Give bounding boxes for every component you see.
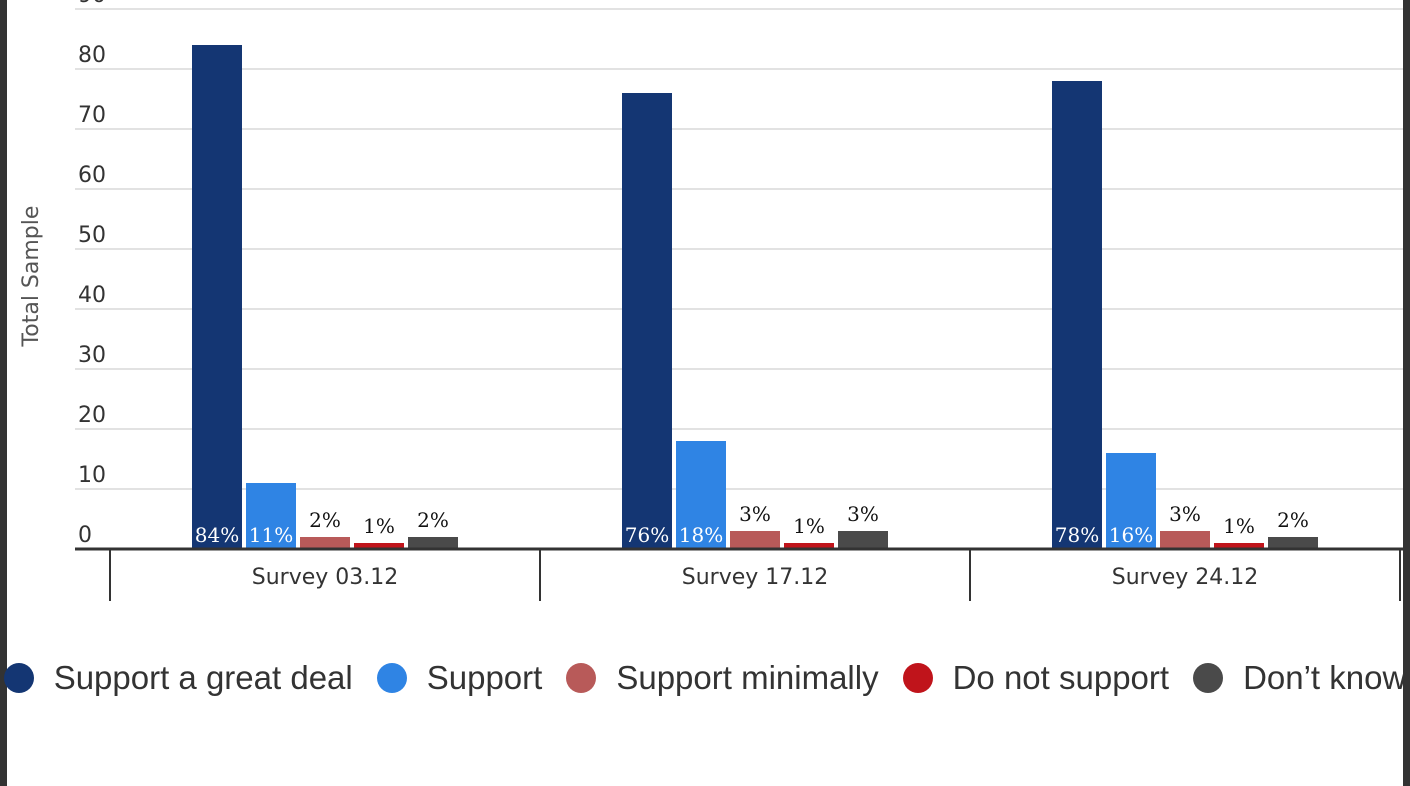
frame-edge-left (0, 0, 7, 786)
data-label: 1% (363, 514, 395, 538)
data-label: 2% (309, 508, 341, 532)
data-label: 2% (417, 508, 449, 532)
y-tick-label: 20 (78, 403, 106, 428)
y-tick-label: 0 (78, 523, 92, 548)
bar (1106, 453, 1156, 549)
y-tick-label: 70 (78, 103, 106, 128)
data-label: 1% (1223, 514, 1255, 538)
legend-swatch-icon (566, 663, 597, 693)
bar (730, 531, 780, 549)
y-tick-label: 30 (78, 343, 106, 368)
bar (300, 537, 350, 549)
bars (192, 45, 1318, 549)
data-label: 3% (1169, 502, 1201, 526)
bar (192, 45, 242, 549)
bar (838, 531, 888, 549)
bar (622, 93, 672, 549)
legend-item[interactable]: Don’t know (1193, 648, 1406, 708)
data-label: 3% (739, 502, 771, 526)
x-tick-label: Survey 03.12 (252, 565, 399, 590)
legend-label: Don’t know (1243, 659, 1407, 696)
legend-label: Support (426, 659, 543, 696)
bar (676, 441, 726, 549)
y-tick-label: 50 (78, 223, 106, 248)
bar (246, 483, 296, 549)
data-label: 1% (793, 514, 825, 538)
legend-item[interactable]: Support a great deal (3, 648, 353, 708)
data-label: 78% (1055, 523, 1099, 547)
grid-lines (75, 8, 1403, 490)
bar (784, 543, 834, 549)
frame-edge-right (1403, 0, 1410, 786)
legend-swatch-icon (1193, 663, 1224, 693)
y-tick-label: 60 (78, 163, 106, 188)
bar-chart: Total Sample 0 10 20 30 40 50 60 70 80 90 84% 11% 2… (19, 0, 1403, 601)
bar (1268, 537, 1318, 549)
legend-item[interactable]: Support (376, 648, 543, 708)
bar (1160, 531, 1210, 549)
data-label: 16% (1109, 523, 1153, 547)
legend-swatch-icon (3, 663, 34, 693)
data-label: 3% (847, 502, 879, 526)
legend-label: Do not support (952, 659, 1170, 696)
y-tick-label: 40 (78, 283, 106, 308)
y-tick-label: 10 (78, 463, 106, 488)
legend: Support a great deal Support Support minim… (0, 648, 1410, 708)
bar (354, 543, 404, 549)
bar (1052, 81, 1102, 549)
legend-swatch-icon (902, 663, 933, 693)
legend-label: Support minimally (616, 659, 879, 696)
x-axis: Survey 03.12 Survey 17.12 Survey 24.12 (75, 547, 1403, 601)
y-axis-title: Total Sample (19, 206, 44, 348)
bar (408, 537, 458, 549)
legend-swatch-icon (376, 663, 407, 693)
legend-item[interactable]: Do not support (902, 648, 1170, 708)
data-label: 2% (1277, 508, 1309, 532)
bar (1214, 543, 1264, 549)
legend-label: Support a great deal (53, 659, 353, 696)
data-labels: 84% 11% 2% 1% 2% 76% 18% 3% 1% 3% 78% 16% 3% 1% 2% (195, 502, 1309, 547)
data-label: 11% (249, 523, 293, 547)
data-label: 84% (195, 523, 239, 547)
y-tick-label: 80 (78, 43, 106, 68)
y-axis-ticks: 0 10 20 30 40 50 60 70 80 90 (78, 0, 106, 548)
data-label: 18% (679, 523, 723, 547)
x-tick-label: Survey 24.12 (1112, 565, 1259, 590)
y-tick-label: 90 (78, 0, 106, 8)
legend-item[interactable]: Support minimally (566, 648, 879, 708)
x-tick-label: Survey 17.12 (682, 565, 829, 590)
data-label: 76% (625, 523, 669, 547)
